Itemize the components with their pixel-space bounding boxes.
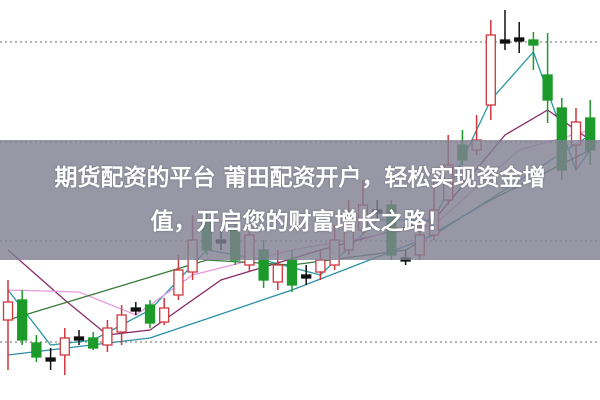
candle-body (159, 307, 170, 323)
candle (102, 320, 113, 352)
candle (31, 335, 42, 362)
candle-body (102, 327, 113, 346)
candle-body (45, 357, 56, 362)
candle-body (542, 74, 553, 101)
candle (528, 32, 539, 70)
candle-body (2, 301, 14, 321)
candle-body (485, 34, 496, 106)
candle-body (315, 259, 326, 273)
candle (73, 330, 85, 345)
candle-body (116, 314, 127, 333)
candle (130, 302, 141, 315)
banner-line-2: 值，开启您的财富增长之路！ (150, 209, 450, 235)
candle-body (59, 337, 70, 356)
banner-line-1: 期货配资的平台 莆田配资开户，轻松实现资金增 (54, 165, 546, 191)
candle (2, 280, 14, 370)
candle (59, 328, 70, 375)
candle (45, 348, 56, 370)
candle (88, 332, 99, 350)
candle (301, 265, 312, 285)
candle-body (88, 337, 99, 349)
candle-body (31, 342, 42, 358)
candle-body (499, 39, 511, 44)
candle-body (17, 299, 28, 341)
candle (159, 298, 170, 325)
candle-body (144, 304, 156, 324)
candle (116, 305, 127, 345)
candle-body (528, 39, 539, 46)
candle (144, 300, 156, 328)
candle (542, 33, 553, 123)
candle (499, 10, 511, 50)
candle (514, 22, 525, 53)
text-banner: 期货配资的平台 莆田配资开户，轻松实现资金增 值，开启您的财富增长之路！ (0, 140, 600, 260)
candle-body (286, 259, 298, 286)
candle-body (301, 274, 312, 279)
candle (485, 20, 496, 120)
candle (173, 255, 184, 300)
candle-body (130, 307, 141, 312)
candle-body (73, 336, 85, 341)
candle-body (514, 37, 525, 42)
candle-body (272, 264, 283, 283)
candle-body (173, 269, 184, 296)
moving-average-line (7, 109, 591, 336)
candle (17, 290, 28, 345)
